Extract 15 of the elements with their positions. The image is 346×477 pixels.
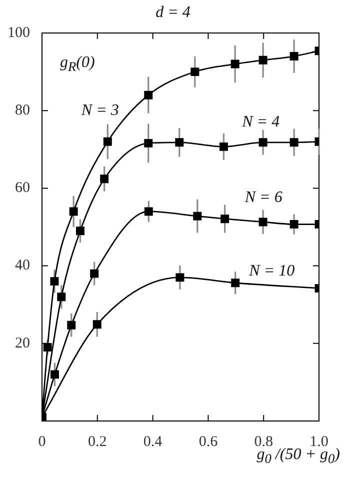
series-label: N = 3: [80, 102, 119, 119]
chart-title: d = 4: [154, 4, 192, 22]
y-tick-label: 40: [15, 258, 30, 274]
y-tick-label: 20: [15, 335, 30, 352]
x-tick-label: 0.6: [198, 434, 218, 450]
x-tick-label: 0.2: [88, 434, 107, 450]
y-tick-label: 80: [15, 102, 30, 119]
y-tick-label: 60: [15, 180, 30, 196]
x-tick-label: 0: [38, 434, 46, 450]
y-tick-label: 100: [8, 24, 30, 41]
series-label: N = 4: [241, 113, 280, 130]
legend-label: N = 10: [248, 262, 295, 280]
x-tick-label: 0.4: [143, 434, 163, 450]
y-axis-title: g$_{R}$(0): [60, 54, 95, 76]
legend-label: N = 6: [244, 189, 282, 206]
